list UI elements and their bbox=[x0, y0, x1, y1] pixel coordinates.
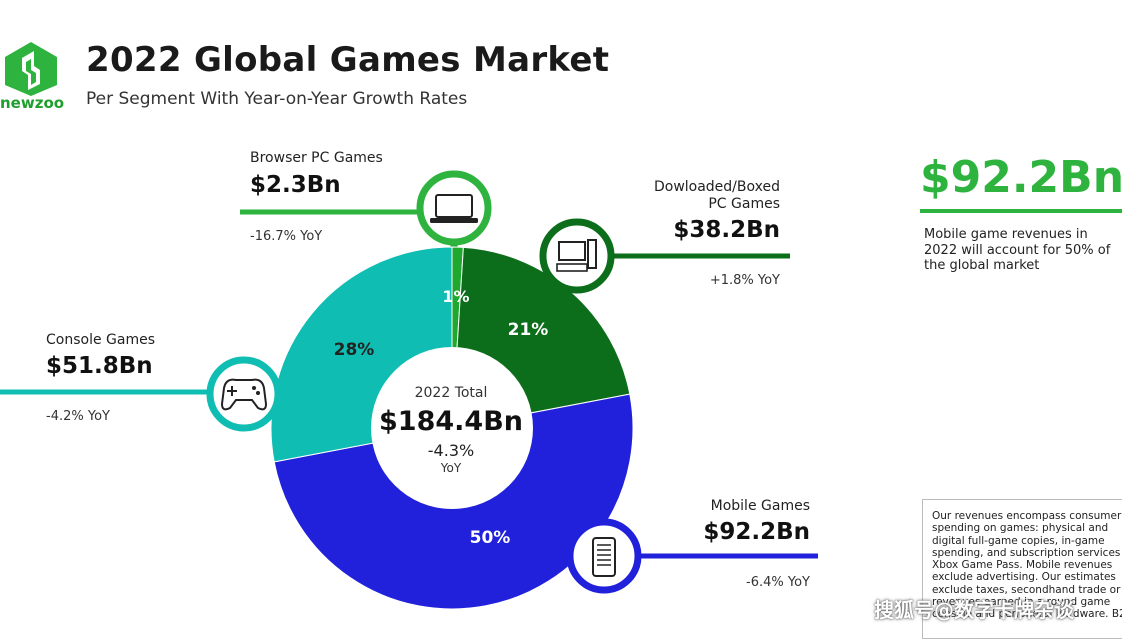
mobile-value: $92.2Bn bbox=[703, 519, 810, 545]
center-total: $184.4Bn bbox=[379, 406, 523, 437]
slice-label-downloaded: 21% bbox=[508, 320, 549, 340]
mobile-highlight-note: Mobile game revenues in 2022 will accoun… bbox=[924, 227, 1111, 273]
footnote-line: digital full-game copies, in-game bbox=[932, 534, 1105, 547]
chart-subtitle: Per Segment With Year-on-Year Growth Rat… bbox=[86, 89, 468, 109]
slice-label-browser: 1% bbox=[442, 287, 469, 306]
center-label: 2022 Total bbox=[415, 385, 488, 401]
newzoo-logo-icon bbox=[5, 42, 57, 96]
highlight-underline bbox=[920, 209, 1122, 213]
downloaded-value: $38.2Bn bbox=[673, 217, 780, 243]
console-name: Console Games bbox=[46, 332, 155, 348]
downloaded-name: Dowloaded/Boxed PC Games bbox=[653, 179, 780, 212]
footnote-line: Our revenues encompass consumer bbox=[932, 510, 1122, 522]
mobile-phone-icon bbox=[566, 518, 642, 594]
footnote-line: exclude taxes, secondhand trade or bbox=[932, 583, 1121, 596]
downloaded-yoy: +1.8% YoY bbox=[709, 273, 780, 288]
methodology-footnote: Our revenues encompass consumer spending … bbox=[922, 499, 1122, 639]
footnote-line: revenues earned in a round game bbox=[932, 596, 1111, 609]
donut-hole bbox=[371, 347, 533, 509]
slice-label-mobile: 50% bbox=[470, 528, 511, 548]
footnote-line: spending, and subscription services li bbox=[932, 546, 1122, 559]
browser-yoy: -16.7% YoY bbox=[250, 229, 323, 244]
footnote-line: Xbox Game Pass. Mobile revenues bbox=[932, 559, 1113, 572]
chart-title: 2022 Global Games Market bbox=[86, 40, 610, 80]
footnote-line: spending on games: physical and bbox=[932, 522, 1109, 535]
desktop-computer-icon bbox=[539, 218, 615, 294]
mobile-highlight-value: $92.2Bn bbox=[920, 152, 1122, 203]
console-value: $51.8Bn bbox=[46, 353, 153, 379]
console-yoy: -4.2% YoY bbox=[46, 409, 110, 424]
watermark: 搜狐号@数字卡牌杂谈 bbox=[874, 598, 1074, 622]
footnote-line: exclude advertising. Our estimates bbox=[932, 571, 1116, 584]
browser-laptop-icon bbox=[416, 170, 492, 246]
gamepad-icon bbox=[206, 356, 282, 432]
mobile-name: Mobile Games bbox=[710, 498, 810, 514]
browser-value: $2.3Bn bbox=[250, 172, 341, 198]
slice-label-console: 28% bbox=[334, 340, 375, 360]
mobile-yoy: -6.4% YoY bbox=[746, 575, 810, 590]
logo-text: newzoo bbox=[0, 94, 65, 112]
browser-name: Browser PC Games bbox=[250, 150, 383, 166]
center-yoy-unit: YoY bbox=[440, 461, 462, 475]
center-yoy: -4.3% bbox=[428, 441, 474, 460]
footnote-line: console and peripheral hardware. B2B bbox=[932, 608, 1122, 621]
